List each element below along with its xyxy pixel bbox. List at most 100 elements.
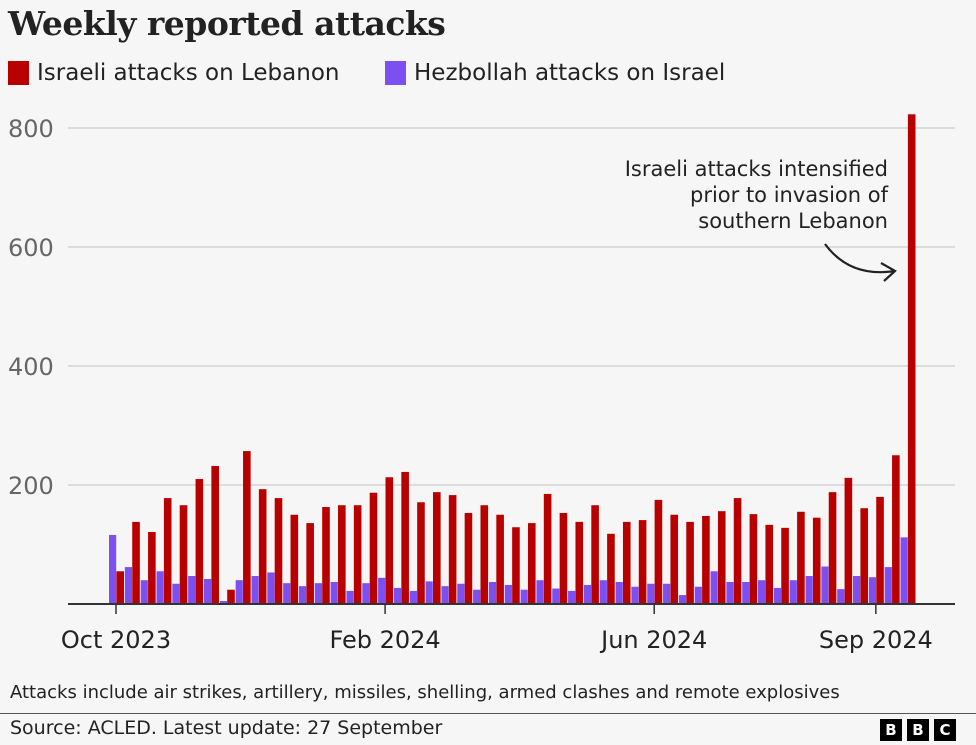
legend-item-israeli: Israeli attacks on Lebanon <box>8 60 339 86</box>
bar-israeli <box>306 523 314 604</box>
y-tick-label: 400 <box>8 353 54 381</box>
logo-letter: B <box>880 719 902 741</box>
bar-israeli <box>670 514 679 604</box>
bar-hezbollah <box>267 572 275 604</box>
bar-israeli <box>654 499 663 604</box>
bar-israeli <box>907 114 916 604</box>
bar-israeli <box>116 571 124 604</box>
bar-hezbollah <box>758 580 766 604</box>
bar-hezbollah <box>251 576 259 604</box>
bar-israeli <box>132 521 140 604</box>
bar-israeli <box>717 511 726 604</box>
annotation-line: Israeli attacks intensified <box>625 157 888 181</box>
bar-israeli <box>559 512 568 604</box>
bar-hezbollah <box>425 581 433 604</box>
bar-hezbollah <box>773 587 782 604</box>
annotation-arrow <box>824 243 896 274</box>
bar-israeli <box>322 507 330 604</box>
bar-hezbollah <box>156 571 164 604</box>
bar-israeli <box>464 512 473 604</box>
x-tick-label: Feb 2024 <box>330 626 441 654</box>
bar-hezbollah <box>726 581 734 604</box>
bar-hezbollah <box>172 583 180 604</box>
x-tick-label: Oct 2023 <box>61 626 171 654</box>
bar-israeli <box>496 514 504 604</box>
y-tick-label: 800 <box>8 115 54 143</box>
bar-hezbollah <box>694 586 702 604</box>
bar-israeli <box>227 589 235 604</box>
bar-hezbollah <box>520 589 528 604</box>
y-tick-label: 200 <box>8 472 54 500</box>
bar-israeli <box>433 492 441 604</box>
bar-israeli <box>148 532 156 604</box>
bar-hezbollah <box>188 576 196 604</box>
bar-israeli <box>702 515 710 604</box>
bar-hezbollah <box>409 590 417 604</box>
bar-israeli <box>179 505 188 604</box>
chart-title: Weekly reported attacks <box>8 4 446 43</box>
bar-israeli <box>591 505 599 604</box>
bar-hezbollah <box>900 537 908 604</box>
legend-swatch-purple <box>385 61 406 85</box>
bar-israeli <box>338 505 346 604</box>
legend-item-hezbollah: Hezbollah attacks on Israel <box>385 60 725 86</box>
bar-israeli <box>417 502 425 604</box>
bar-israeli <box>290 514 299 604</box>
bar-israeli <box>876 496 884 604</box>
bar-israeli <box>892 455 900 604</box>
bar-hezbollah <box>504 584 512 604</box>
annotation-line: prior to invasion of <box>690 183 889 207</box>
chart-note: Attacks include air strikes, artillery, … <box>10 682 840 703</box>
bar-hezbollah <box>742 581 750 604</box>
bar-israeli <box>385 477 394 604</box>
bar-hezbollah <box>362 583 370 604</box>
bar-hezbollah <box>298 586 307 604</box>
bar-hezbollah <box>805 576 813 604</box>
bar-israeli <box>733 498 742 604</box>
bar-hezbollah <box>536 580 544 604</box>
bar-israeli <box>686 521 694 604</box>
bar-hezbollah <box>868 577 877 604</box>
bar-hezbollah <box>583 584 592 604</box>
legend-label: Israeli attacks on Lebanon <box>37 60 340 86</box>
bar-hezbollah <box>647 583 655 604</box>
bar-hezbollah <box>678 595 687 604</box>
legend-label: Hezbollah attacks on Israel <box>414 60 726 86</box>
bar-israeli <box>195 479 204 604</box>
legend-swatch-red <box>8 61 29 85</box>
bar-hezbollah <box>457 583 465 604</box>
source-text: Source: ACLED. Latest update: 27 Septemb… <box>10 717 443 739</box>
bar-israeli <box>369 492 378 604</box>
bbc-logo: B B C <box>880 719 956 741</box>
bar-chart: 200 400 600 800 Oct 2023 Feb 2024 Jun 2024 Sep… <box>8 114 955 654</box>
bar-israeli <box>448 495 457 604</box>
bar-israeli <box>543 493 552 604</box>
bar-israeli <box>638 520 647 604</box>
bar-hezbollah <box>488 581 497 604</box>
bar-hezbollah <box>821 566 829 604</box>
annotation-arrowhead <box>880 262 897 282</box>
bar-israeli <box>274 498 283 604</box>
bar-israeli <box>749 514 758 604</box>
bar-hezbollah <box>884 567 892 604</box>
bar-hezbollah <box>473 589 481 604</box>
bar-hezbollah <box>663 583 671 604</box>
bar-israeli <box>844 477 853 604</box>
bar-hezbollah <box>552 588 560 604</box>
x-tick-label: Jun 2024 <box>599 626 707 654</box>
bar-hezbollah <box>393 587 402 604</box>
bar-israeli <box>353 505 362 604</box>
footer-divider <box>0 713 976 714</box>
bar-hezbollah <box>568 590 576 604</box>
bar-hezbollah <box>599 580 607 604</box>
bar-israeli <box>781 527 789 604</box>
bar-hezbollah <box>615 581 623 604</box>
bar-hezbollah <box>330 581 338 604</box>
bar-israeli <box>512 527 520 604</box>
bar-israeli <box>575 521 584 604</box>
bar-israeli <box>243 451 251 604</box>
y-tick-label: 600 <box>8 234 54 262</box>
bar-hezbollah <box>789 580 797 604</box>
bar-hezbollah <box>837 589 845 604</box>
bar-israeli <box>765 524 774 604</box>
